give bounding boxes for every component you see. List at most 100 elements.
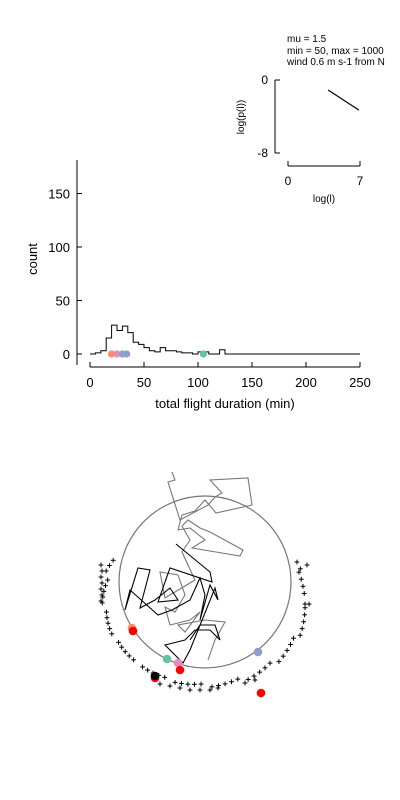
arrival-cross (302, 612, 308, 618)
arrival-cross (145, 667, 151, 673)
arrival-cross (100, 594, 106, 600)
hist-x-axis-label: total flight duration (min) (155, 396, 294, 411)
inset-x-axis-label: log(l) (313, 194, 335, 205)
arrival-cross (157, 681, 163, 687)
arrival-cross (99, 592, 105, 598)
arrival-cross (107, 626, 113, 632)
arrival-cross (103, 568, 109, 574)
arrival-cross (215, 685, 221, 691)
arrival-cross (116, 639, 121, 645)
arrival-cross (98, 586, 104, 592)
arrival-cross (185, 681, 191, 687)
arrival-cross (242, 680, 248, 686)
arrival-cross (301, 591, 307, 596)
hist-x-ticks: 0 50 100 150 200 250 (86, 362, 371, 390)
inset-y-axis-label: log(p(l)) (236, 100, 247, 134)
release-circle (118, 495, 292, 669)
endpoint-dot (256, 688, 266, 698)
endpoint-dot (150, 671, 160, 681)
hist-x-tick-label: 100 (187, 375, 209, 390)
arrival-cross (99, 580, 105, 586)
arrival-crosses (98, 557, 312, 693)
arrival-cross (235, 676, 241, 682)
inset-y-tick-label-0: 0 (261, 73, 268, 87)
arrival-cross (109, 631, 115, 637)
arrival-cross (251, 673, 257, 679)
hist-y-tick-label: 100 (48, 240, 70, 255)
arrival-cross (105, 620, 111, 626)
arrival-cross (267, 660, 273, 666)
endpoint-dots (127, 623, 266, 698)
arrival-cross (298, 576, 304, 582)
arrival-cross (103, 583, 108, 589)
arrival-cross (104, 609, 109, 615)
hist-marker (113, 350, 121, 358)
arrival-cross (302, 601, 308, 607)
hist-y-tick-label: 50 (56, 294, 70, 309)
arrival-cross (300, 583, 306, 589)
arrival-cross (299, 626, 305, 631)
param-wind: wind 0.6 m s-1 from N (287, 57, 385, 68)
param-mu: mu = 1.5 (287, 34, 327, 45)
arrival-cross (209, 684, 215, 690)
hist-x-tick-label: 0 (86, 375, 93, 390)
arrival-cross (101, 588, 107, 594)
hist-step-line (90, 324, 360, 355)
arrival-cross (98, 598, 104, 604)
arrival-cross (297, 632, 303, 638)
trajectory-gray (159, 471, 253, 661)
arrival-cross (304, 562, 310, 568)
param-range: min = 50, max = 1000 (287, 45, 384, 57)
arrival-cross (179, 681, 184, 686)
endpoint-dot (162, 654, 172, 664)
inset-x-tick-label-1: 7 (357, 174, 364, 188)
arrival-cross (245, 677, 251, 682)
arrival-cross (216, 683, 221, 688)
arrival-cross (198, 681, 204, 687)
arrival-cross (222, 681, 228, 687)
arrival-cross (288, 642, 293, 647)
arrival-cross (197, 687, 203, 693)
arrival-cross (297, 566, 303, 572)
hist-y-axis-label: count (25, 243, 40, 275)
arrival-cross (110, 557, 116, 563)
arrival-cross (207, 687, 213, 693)
arrival-cross (99, 568, 105, 574)
hist-x-tick-label: 150 (241, 375, 263, 390)
arrival-cross (98, 562, 104, 568)
hist-x-tick-label: 250 (349, 375, 371, 390)
arrival-cross (119, 644, 125, 650)
hist-y-ticks: 0 50 100 150 (48, 187, 82, 362)
trajectory-map (98, 471, 312, 698)
inset-series-line (327, 89, 360, 111)
histogram-plot: 0 50 100 150 count 0 50 100 150 200 250 total fl… (25, 160, 371, 411)
arrival-cross (104, 615, 110, 621)
arrival-cross (107, 563, 112, 568)
arrival-cross (192, 681, 197, 687)
arrival-cross (291, 635, 296, 641)
hist-markers (108, 350, 207, 358)
hist-x-tick-label: 50 (137, 375, 151, 390)
endpoint-dot (253, 647, 263, 657)
endpoint-dot (175, 665, 185, 675)
inset-plot: 0 -8 log(p(l)) 0 7 log(l) (236, 73, 364, 205)
arrival-cross (177, 685, 183, 691)
endpoint-dot (173, 658, 183, 668)
arrival-cross (105, 577, 111, 583)
inset-params-text: mu = 1.5 min = 50, max = 1000 wind 0.6 m… (287, 34, 385, 69)
arrival-cross (172, 680, 178, 685)
arrival-cross (229, 679, 234, 685)
inset-y-tick-label-1: -8 (257, 146, 268, 160)
hist-y-tick-label: 150 (48, 187, 70, 202)
arrival-cross (284, 648, 290, 653)
arrival-cross (301, 619, 307, 625)
arrival-cross (162, 674, 168, 680)
arrival-cross (262, 665, 268, 671)
hist-y-tick-label: 0 (63, 347, 70, 362)
inset-x-tick-label-0: 0 (285, 174, 292, 188)
arrival-cross (187, 687, 193, 693)
hist-marker (123, 350, 131, 358)
hist-marker (199, 350, 207, 358)
arrival-cross (98, 574, 104, 580)
